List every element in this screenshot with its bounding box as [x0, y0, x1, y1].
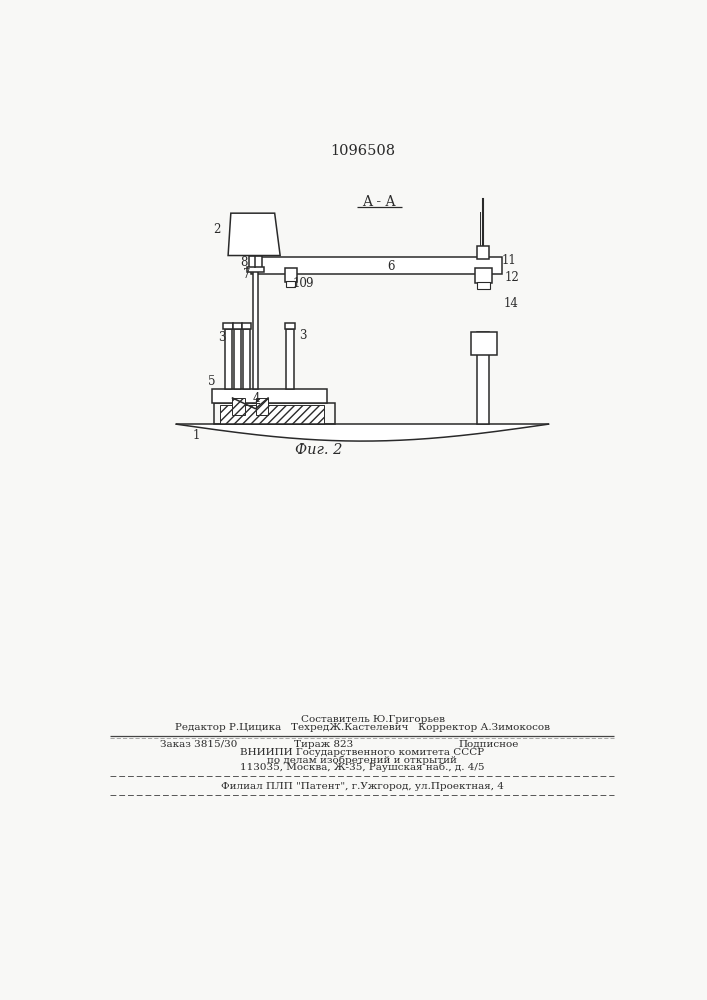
Bar	[243, 329, 250, 389]
Bar	[242, 323, 251, 329]
Text: A - A: A - A	[362, 195, 395, 209]
Text: 1: 1	[192, 429, 200, 442]
Bar	[256, 398, 268, 415]
Bar	[286, 329, 294, 389]
Bar	[253, 268, 257, 389]
Bar	[225, 329, 232, 389]
Text: 3: 3	[218, 331, 226, 344]
Text: 3: 3	[299, 329, 307, 342]
Text: Заказ 3815/30: Заказ 3815/30	[160, 740, 237, 749]
Bar	[251, 257, 502, 274]
Text: 113035, Москва, Ж-35, Раушская наб., д. 4/5: 113035, Москва, Ж-35, Раушская наб., д. …	[240, 763, 484, 772]
Text: 10: 10	[292, 277, 307, 290]
Bar	[233, 323, 242, 329]
Bar	[284, 268, 297, 282]
Text: Филиал ПЛП "Патент", г.Ужгород, ул.Проектная, 4: Филиал ПЛП "Патент", г.Ужгород, ул.Проек…	[221, 782, 504, 791]
Bar	[477, 282, 490, 289]
Bar	[211, 389, 327, 403]
Text: 5: 5	[208, 375, 216, 388]
Text: 12: 12	[505, 271, 520, 284]
Text: 7: 7	[243, 267, 251, 280]
Text: 11: 11	[502, 254, 517, 267]
Text: Составитель Ю.Григорьев: Составитель Ю.Григорьев	[301, 715, 445, 724]
Text: Редактор Р.Цицика   ТехредЖ.Кастелевич   Корректор А.Зимокосов: Редактор Р.Цицика ТехредЖ.Кастелевич Кор…	[175, 723, 550, 732]
Text: 2: 2	[214, 223, 221, 236]
Bar	[247, 267, 264, 272]
Text: 1096508: 1096508	[329, 144, 395, 158]
Text: Подписное: Подписное	[458, 740, 518, 749]
Bar	[234, 329, 241, 389]
Text: по делам изобретений и открытий: по делам изобретений и открытий	[267, 755, 457, 765]
Text: 8: 8	[240, 256, 248, 269]
Bar	[220, 405, 324, 424]
Bar	[285, 323, 296, 329]
Bar	[475, 268, 491, 283]
Bar	[477, 246, 489, 259]
Bar	[477, 332, 489, 424]
Text: Фиг. 2: Фиг. 2	[295, 443, 342, 457]
Bar	[223, 323, 233, 329]
Text: 4: 4	[253, 392, 260, 405]
Polygon shape	[228, 213, 280, 256]
Text: 9: 9	[305, 277, 312, 290]
Bar	[286, 281, 296, 287]
Bar	[249, 256, 262, 268]
Bar	[471, 332, 497, 355]
Text: ВНИИПИ Государственного комитета СССР: ВНИИПИ Государственного комитета СССР	[240, 748, 484, 757]
Text: Тираж 823: Тираж 823	[294, 740, 354, 749]
Text: 6: 6	[387, 260, 395, 273]
Bar	[214, 403, 335, 424]
Bar	[233, 398, 245, 415]
Text: 14: 14	[503, 297, 518, 310]
